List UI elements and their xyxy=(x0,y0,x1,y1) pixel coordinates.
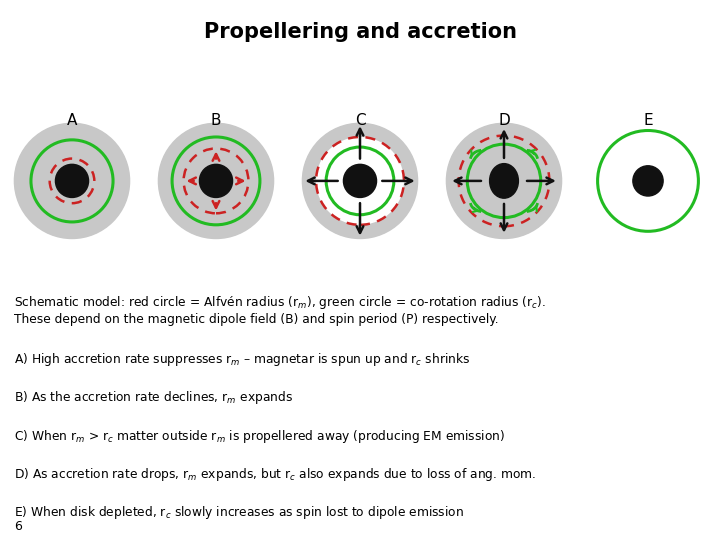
Circle shape xyxy=(14,123,130,239)
Text: E: E xyxy=(643,113,653,128)
Ellipse shape xyxy=(55,164,89,198)
Circle shape xyxy=(446,123,562,239)
Text: C) When r$_{m}$ > r$_{c}$ matter outside r$_{m}$ is propellered away (producing : C) When r$_{m}$ > r$_{c}$ matter outside… xyxy=(14,428,505,444)
Text: B) As the accretion rate declines, r$_{m}$ expands: B) As the accretion rate declines, r$_{m… xyxy=(14,389,293,406)
Text: C: C xyxy=(355,113,365,128)
Ellipse shape xyxy=(343,164,377,198)
Text: Schematic model: red circle = Alfvén radius (r$_{m}$), green circle = co-rotatio: Schematic model: red circle = Alfvén rad… xyxy=(14,294,546,310)
Text: D) As accretion rate drops, r$_{m}$ expands, but r$_{c}$ also expands due to los: D) As accretion rate drops, r$_{m}$ expa… xyxy=(14,466,536,483)
Ellipse shape xyxy=(633,166,663,196)
Ellipse shape xyxy=(490,164,518,198)
Ellipse shape xyxy=(199,164,233,198)
Circle shape xyxy=(317,138,403,224)
Text: D: D xyxy=(498,113,510,128)
Text: B: B xyxy=(211,113,221,128)
Circle shape xyxy=(158,123,274,239)
Text: 6: 6 xyxy=(14,521,22,534)
Text: These depend on the magnetic dipole field (B) and spin period (P) respectively.: These depend on the magnetic dipole fiel… xyxy=(14,313,499,326)
Text: A) High accretion rate suppresses r$_{m}$ – magnetar is spun up and r$_{c}$ shri: A) High accretion rate suppresses r$_{m}… xyxy=(14,351,471,368)
Text: Propellering and accretion: Propellering and accretion xyxy=(204,22,516,43)
Circle shape xyxy=(302,123,418,239)
Text: A: A xyxy=(67,113,77,128)
Text: E) When disk depleted, r$_{c}$ slowly increases as spin lost to dipole emission: E) When disk depleted, r$_{c}$ slowly in… xyxy=(14,504,464,521)
